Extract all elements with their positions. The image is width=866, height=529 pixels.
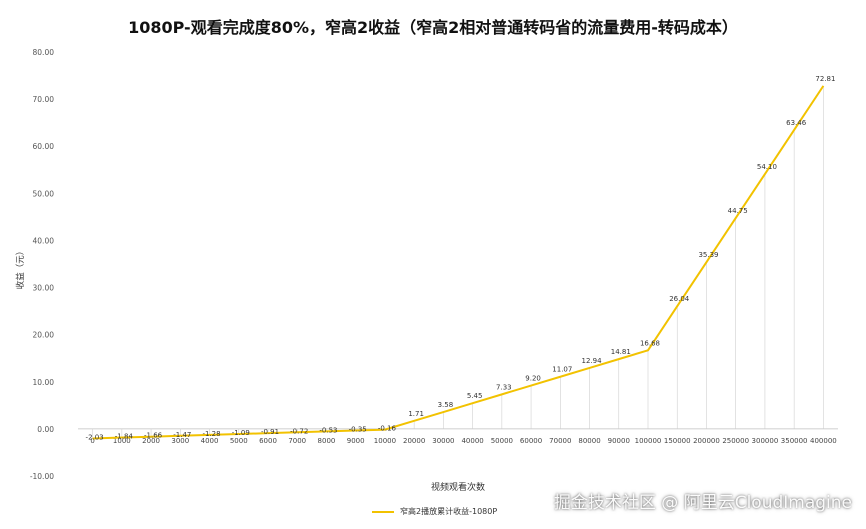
x-tick-label: 50000 <box>491 437 513 445</box>
data-label: -0.35 <box>349 426 367 434</box>
y-tick-label: 40.00 <box>33 236 55 245</box>
data-label: -0.72 <box>290 427 308 435</box>
x-tick-label: 9000 <box>347 437 365 445</box>
x-tick-label: 3000 <box>171 437 189 445</box>
data-label: -2.03 <box>86 433 104 441</box>
x-tick-label: 8000 <box>318 437 336 445</box>
x-tick-label: 400000 <box>810 437 837 445</box>
y-axis: -10.00 0.00 10.00 20.00 30.00 40.00 50.00 60.00… <box>30 48 838 481</box>
x-tick-label: 6000 <box>259 437 277 445</box>
drop-lines <box>92 85 824 439</box>
y-tick-label: -10.00 <box>30 472 54 481</box>
y-tick-label: 10.00 <box>33 378 55 387</box>
x-tick-label: 300000 <box>752 437 779 445</box>
legend: 窄高2播放累计收益-1080P <box>372 506 497 517</box>
x-tick-label: 150000 <box>664 437 691 445</box>
x-tick-label: 80000 <box>578 437 600 445</box>
x-axis: 0 1000 2000 3000 4000 5000 6000 7000 8000 9000 100… <box>90 437 836 445</box>
data-label: -0.53 <box>319 426 337 434</box>
y-tick-label: 50.00 <box>33 189 55 198</box>
data-label: -0.16 <box>378 425 397 433</box>
data-label: 14.81 <box>611 348 631 356</box>
data-label: 44.75 <box>728 207 748 215</box>
x-tick-label: 200000 <box>693 437 720 445</box>
x-tick-label: 100000 <box>635 437 662 445</box>
data-label: 35.39 <box>698 251 718 259</box>
data-label: 11.07 <box>552 366 572 374</box>
watermark: 掘金技术社区 @ 阿里云CloudImagine <box>553 493 852 513</box>
data-label: 5.45 <box>467 392 483 400</box>
y-tick-label: 80.00 <box>33 48 55 57</box>
x-tick-label: 5000 <box>230 437 248 445</box>
x-tick-label: 2000 <box>142 437 160 445</box>
legend-label: 窄高2播放累计收益-1080P <box>400 507 498 516</box>
x-tick-label: 90000 <box>608 437 630 445</box>
y-tick-label: 70.00 <box>33 95 55 104</box>
x-tick-label: 4000 <box>201 437 219 445</box>
x-tick-label: 350000 <box>781 437 808 445</box>
x-tick-label: 250000 <box>722 437 749 445</box>
data-label: 7.33 <box>496 383 512 391</box>
data-label: 72.81 <box>815 75 835 83</box>
data-label: 12.94 <box>582 357 603 365</box>
x-tick-label: 40000 <box>461 437 483 445</box>
data-label: 3.58 <box>438 401 454 409</box>
data-label: -1.28 <box>202 430 220 438</box>
data-label: -1.66 <box>144 432 163 440</box>
data-label: 16.68 <box>640 339 660 347</box>
data-label: -0.91 <box>261 428 279 436</box>
data-label: -1.84 <box>115 433 134 441</box>
y-tick-label: 20.00 <box>33 331 55 340</box>
y-tick-label: 60.00 <box>33 142 55 151</box>
data-label: 26.04 <box>669 295 690 303</box>
data-label: 54.10 <box>757 163 777 171</box>
y-tick-label: 30.00 <box>33 284 55 293</box>
data-label: 1.71 <box>408 410 424 418</box>
data-label: 63.46 <box>786 119 807 127</box>
x-tick-label: 20000 <box>403 437 425 445</box>
x-tick-label: 30000 <box>432 437 454 445</box>
y-axis-label: 收益（元） <box>15 247 26 290</box>
series-layer <box>92 85 825 440</box>
x-tick-label: 0 <box>90 437 94 445</box>
legend-swatch <box>372 510 394 513</box>
x-tick-label: 10000 <box>374 437 396 445</box>
series-line <box>92 85 825 440</box>
data-label: -1.09 <box>232 429 250 437</box>
data-labels: -2.03 -1.84 -1.66 -1.47 -1.28 -1.09 -0.91 -0.72… <box>86 75 836 442</box>
data-label: 9.20 <box>525 375 541 383</box>
y-tick-label: 0.00 <box>37 425 54 434</box>
x-tick-label: 70000 <box>549 437 571 445</box>
data-label: -1.47 <box>173 431 191 439</box>
x-tick-label: 7000 <box>288 437 306 445</box>
chart-title: 1080P-观看完成度80%，窄高2收益（窄高2相对普通转码省的流量费用-转码成… <box>128 18 738 37</box>
x-axis-label: 视频观看次数 <box>431 481 485 493</box>
x-tick-label: 60000 <box>520 437 542 445</box>
x-tick-label: 1000 <box>113 437 131 445</box>
